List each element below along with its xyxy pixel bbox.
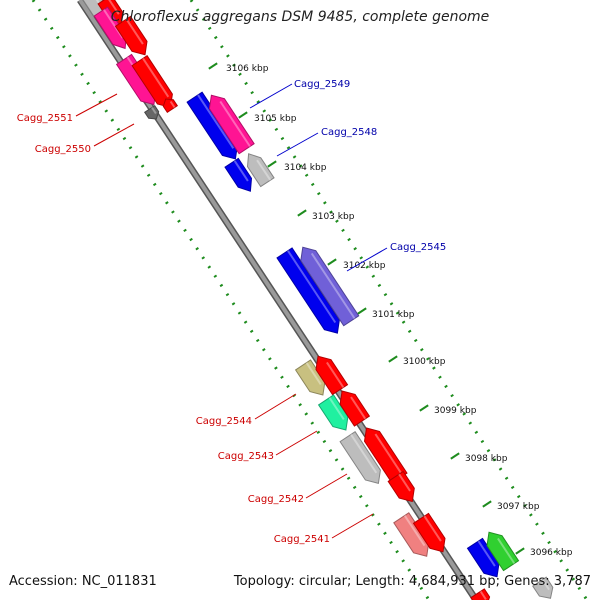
gene-arrow-cagg-2545-highlight — [310, 252, 356, 320]
scale-label-3101: 3101 kbp — [372, 310, 415, 320]
gene-arrow-cagg-2548[interactable] — [224, 157, 253, 192]
callout-line-cagg-2545 — [346, 247, 388, 272]
gene-arrow-red-g-highlight — [423, 515, 442, 542]
callout-line-cagg-2543 — [275, 430, 318, 456]
gene-arrow-red-c[interactable] — [315, 355, 349, 396]
gene-arrow-top-red-highlight — [108, 0, 120, 15]
scale-label-3097: 3097 kbp — [497, 502, 540, 512]
gene-label-cagg-2541[interactable]: Cagg_2541 — [274, 534, 330, 545]
scale-tick — [208, 62, 218, 70]
gene-label-cagg-2544[interactable]: Cagg_2544 — [196, 416, 252, 427]
scale-tick — [419, 404, 429, 412]
scale-tick — [515, 547, 525, 555]
scale-label-3096: 3096 kbp — [530, 548, 573, 558]
gene-arrow-green-highlight — [497, 537, 516, 565]
scale-label-3106: 3106 kbp — [226, 64, 269, 74]
callout-line-cagg-2541 — [331, 513, 374, 539]
gene-arrow-cagg-2550-highlight — [151, 106, 157, 115]
gene-arrow-cagg-2542[interactable] — [339, 431, 381, 485]
gene-arrow-red-b-highlight — [142, 57, 170, 98]
scale-label-3100: 3100 kbp — [403, 357, 446, 367]
gene-label-cagg-2548[interactable]: Cagg_2548 — [321, 127, 377, 138]
gene-arrow-red-c-highlight — [326, 361, 345, 389]
scale-label-3104: 3104 kbp — [284, 163, 327, 173]
gene-arrow-gray-a-highlight — [256, 159, 272, 181]
gene-arrow-red-g[interactable] — [412, 512, 446, 553]
callout-line-cagg-2551 — [75, 93, 118, 117]
gene-arrow-cagg-2549-highlight — [219, 100, 251, 148]
scale-tick — [297, 209, 307, 217]
callout-line-cagg-2548 — [276, 132, 319, 157]
callout-line-cagg-2550 — [93, 123, 135, 147]
gene-arrow-small-red[interactable] — [162, 98, 178, 113]
gene-arrow-cagg-2541-highlight — [403, 515, 426, 547]
gene-arrow-cagg-2548-highlight — [233, 160, 249, 182]
gene-label-cagg-2543[interactable]: Cagg_2543 — [218, 451, 274, 462]
gene-features — [82, 0, 554, 600]
gene-arrow-cagg-2543-highlight — [328, 397, 345, 420]
gene-arrow-green[interactable] — [486, 531, 520, 572]
gene-arrow-blue-b-highlight — [287, 250, 337, 324]
scale-tick — [267, 160, 277, 168]
scale-label-3103: 3103 kbp — [312, 212, 355, 222]
accession-text: Accession: NC_011831 — [9, 574, 157, 589]
gene-arrow-blue-a-highlight — [197, 94, 235, 149]
gene-label-cagg-2542[interactable]: Cagg_2542 — [248, 494, 304, 505]
gene-arrow-red-e-highlight — [374, 433, 404, 477]
gene-arrow-cagg-2544-highlight — [305, 362, 322, 385]
topology-text: Topology: circular; Length: 4,684,931 bp… — [233, 574, 591, 589]
gene-arrow-bottom-gray[interactable] — [532, 576, 554, 599]
gene-arrow-bottom-gray-highlight — [541, 579, 550, 591]
scale-tick — [482, 500, 492, 508]
callout-line-cagg-2542 — [305, 473, 348, 499]
gene-arrow-magenta-a-highlight — [103, 9, 124, 39]
gene-label-cagg-2549[interactable]: Cagg_2549 — [294, 79, 350, 90]
scale-label-3105: 3105 kbp — [254, 114, 297, 124]
gene-arrow-cagg-2542-highlight — [350, 433, 378, 474]
scale-tick — [238, 111, 248, 119]
gene-arrow-red-d[interactable] — [339, 390, 371, 427]
gene-arrow-small-red-highlight — [169, 100, 176, 109]
gene-arrow-cagg-2550[interactable] — [144, 105, 160, 120]
scale-label-3102: 3102 kbp — [343, 261, 386, 271]
gene-label-cagg-2545[interactable]: Cagg_2545 — [390, 242, 446, 253]
scale-ticks — [208, 62, 525, 555]
gene-arrow-red-f[interactable] — [387, 470, 415, 503]
gene-arrow-gray-a[interactable] — [246, 153, 275, 188]
gene-arrow-bottom-red[interactable] — [470, 588, 491, 600]
callout-line-cagg-2549 — [249, 83, 293, 109]
gene-arrow-bottom-red-highlight — [479, 590, 487, 600]
gene-arrow-red-a[interactable] — [114, 15, 148, 56]
map-title: Chloroflexus aggregans DSM 9485, complet… — [110, 9, 490, 25]
scale-tick — [450, 452, 460, 460]
gene-arrow-cagg-2545[interactable] — [300, 246, 360, 327]
scale-tick — [388, 355, 398, 363]
scale-track-inner — [31, 0, 431, 600]
gene-arrow-red-a-highlight — [125, 18, 144, 45]
gene-arrow-blue-c-highlight — [477, 540, 496, 567]
gene-arrow-cagg-2549[interactable] — [208, 94, 255, 155]
scale-label-3098: 3098 kbp — [465, 454, 508, 464]
gene-label-cagg-2551[interactable]: Cagg_2551 — [17, 113, 73, 124]
scale-tick — [327, 258, 337, 266]
gene-arrow-red-d-highlight — [350, 396, 367, 420]
scale-tick — [357, 307, 367, 315]
callout-line-cagg-2544 — [254, 393, 297, 420]
scale-label-3099: 3099 kbp — [434, 406, 477, 416]
gene-arrow-red-f-highlight — [398, 473, 411, 492]
gene-label-cagg-2550[interactable]: Cagg_2550 — [35, 144, 91, 155]
